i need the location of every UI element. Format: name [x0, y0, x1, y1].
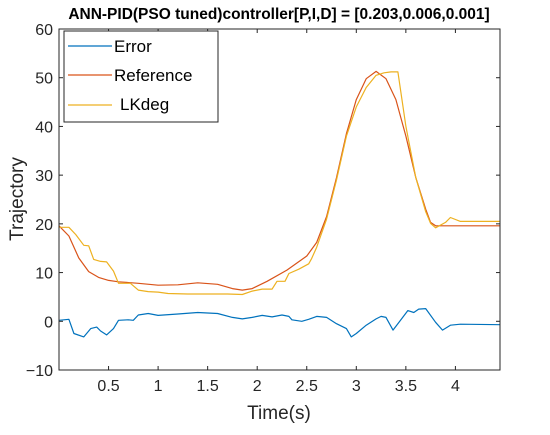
y-tick-label: 20 — [35, 217, 53, 234]
x-tick-label: 1.5 — [197, 378, 219, 395]
y-tick-label: −10 — [26, 363, 53, 380]
legend: Error Reference LKdeg — [63, 30, 219, 123]
series-layer — [58, 70, 501, 338]
series-line-error — [58, 308, 501, 338]
x-tick-label: 4 — [451, 378, 460, 395]
chart-title: ANN-PID(PSO tuned)controller[P,I,D] = [0… — [68, 6, 489, 23]
legend-label-error: Error — [114, 37, 152, 56]
series-line-lkdeg — [59, 71, 500, 296]
x-tick-label: 1 — [154, 378, 163, 395]
ticks-layer: 0.5 1 1.5 2 2.5 3 3.5 4 −10 0 10 20 30 40 50 60 — [26, 22, 500, 395]
y-tick-label: 60 — [35, 22, 53, 39]
legend-label-lkdeg: LKdeg — [120, 95, 169, 114]
x-tick-label: 3.5 — [395, 378, 417, 395]
y-tick-label: 40 — [35, 119, 53, 136]
x-tick-label: 2 — [253, 378, 262, 395]
x-tick-label: 2.5 — [296, 378, 318, 395]
y-tick-label: 50 — [35, 71, 53, 88]
legend-label-reference: Reference — [114, 66, 192, 85]
x-tick-label: 0.5 — [97, 378, 119, 395]
plot-frame — [58, 28, 501, 371]
x-axis-label: Time(s) — [247, 403, 311, 424]
y-axis-label: Trajectory — [7, 157, 28, 241]
series-line-reference — [58, 70, 500, 291]
y-tick-label: 0 — [44, 314, 53, 331]
x-tick-label: 3 — [352, 378, 361, 395]
y-tick-label: 10 — [35, 266, 53, 283]
y-tick-label: 30 — [35, 168, 53, 185]
